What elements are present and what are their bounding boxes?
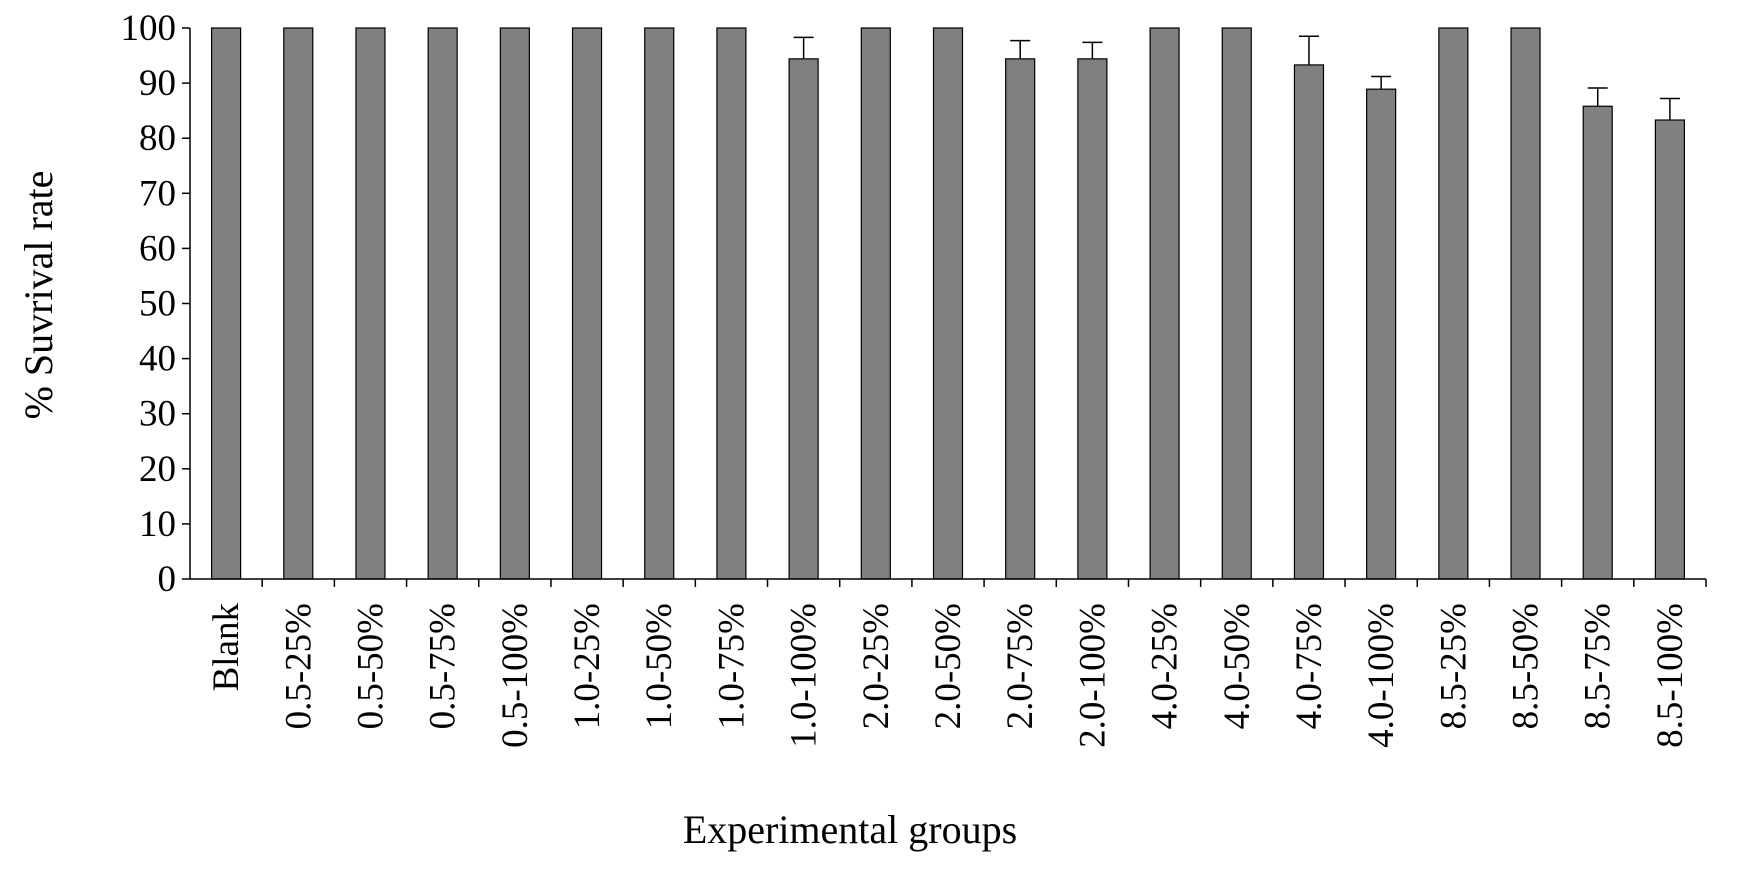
bar	[1582, 105, 1613, 580]
y-tick-label: 90	[139, 63, 176, 104]
y-tick-label: 60	[139, 228, 176, 269]
y-tick-label: 70	[139, 173, 176, 214]
x-category-label: 8.5-50%	[1506, 603, 1547, 729]
x-category-label: 1.0-75%	[711, 603, 752, 729]
bar	[571, 27, 603, 580]
x-category-label: 1.0-25%	[567, 603, 608, 729]
bar	[499, 27, 530, 580]
x-category-label: 4.0-50%	[1217, 603, 1258, 729]
x-category-label: 0.5-25%	[278, 603, 319, 729]
bar	[1221, 27, 1252, 580]
bar	[1510, 27, 1541, 580]
y-tick-label: 0	[158, 559, 177, 600]
y-tick-label: 30	[139, 394, 176, 435]
x-category-label: 1.0-100%	[784, 603, 825, 748]
axes	[189, 28, 1706, 580]
bar	[860, 27, 891, 580]
x-category-label: 8.5-25%	[1433, 603, 1474, 729]
x-axis-category-labels: Blank 0.5-25% 0.5-50% 0.5-75% 0.5-100% 1.0-25…	[206, 579, 1707, 748]
x-category-label: 8.5-75%	[1578, 603, 1619, 729]
bar	[644, 27, 675, 580]
bar	[716, 27, 747, 580]
bar	[1293, 64, 1325, 580]
x-category-label: 2.0-50%	[928, 603, 969, 729]
x-category-label: 0.5-100%	[495, 603, 536, 748]
bar	[1005, 58, 1036, 580]
bar	[355, 27, 386, 580]
y-tick-label: 80	[139, 118, 176, 159]
x-category-label: 4.0-75%	[1289, 603, 1330, 729]
bar	[788, 58, 819, 580]
x-category-label: 0.5-50%	[350, 603, 391, 729]
error-bars	[793, 35, 1680, 121]
y-axis-ticks: 0 10 20 30 40 50 60 70 80 90 100	[121, 8, 190, 600]
bar	[283, 27, 314, 580]
bar	[1077, 58, 1108, 580]
bar	[1149, 27, 1180, 580]
x-category-label: 2.0-25%	[856, 603, 897, 729]
x-category-label: Blank	[206, 603, 247, 692]
y-tick-label: 100	[121, 8, 177, 49]
bar	[427, 27, 458, 580]
x-category-label: 4.0-25%	[1145, 603, 1186, 729]
y-tick-label: 50	[139, 284, 176, 325]
bar	[210, 27, 242, 580]
y-axis-title: % Suvrival rate	[16, 171, 61, 420]
y-tick-label: 20	[139, 449, 176, 490]
y-tick-label: 40	[139, 339, 176, 380]
x-category-label: 4.0-100%	[1361, 603, 1402, 748]
bar	[932, 27, 964, 580]
x-category-label: 0.5-75%	[423, 603, 464, 729]
x-axis-title: Experimental groups	[683, 807, 1017, 852]
y-tick-label: 10	[139, 504, 176, 545]
bar	[1438, 27, 1469, 580]
bars	[210, 27, 1686, 580]
x-category-label: 1.0-50%	[639, 603, 680, 729]
bar	[1654, 119, 1686, 580]
bar	[1366, 88, 1397, 580]
x-category-label: 2.0-75%	[1000, 603, 1041, 729]
x-category-label: 8.5-100%	[1650, 603, 1691, 748]
x-category-label: 2.0-100%	[1072, 603, 1113, 748]
